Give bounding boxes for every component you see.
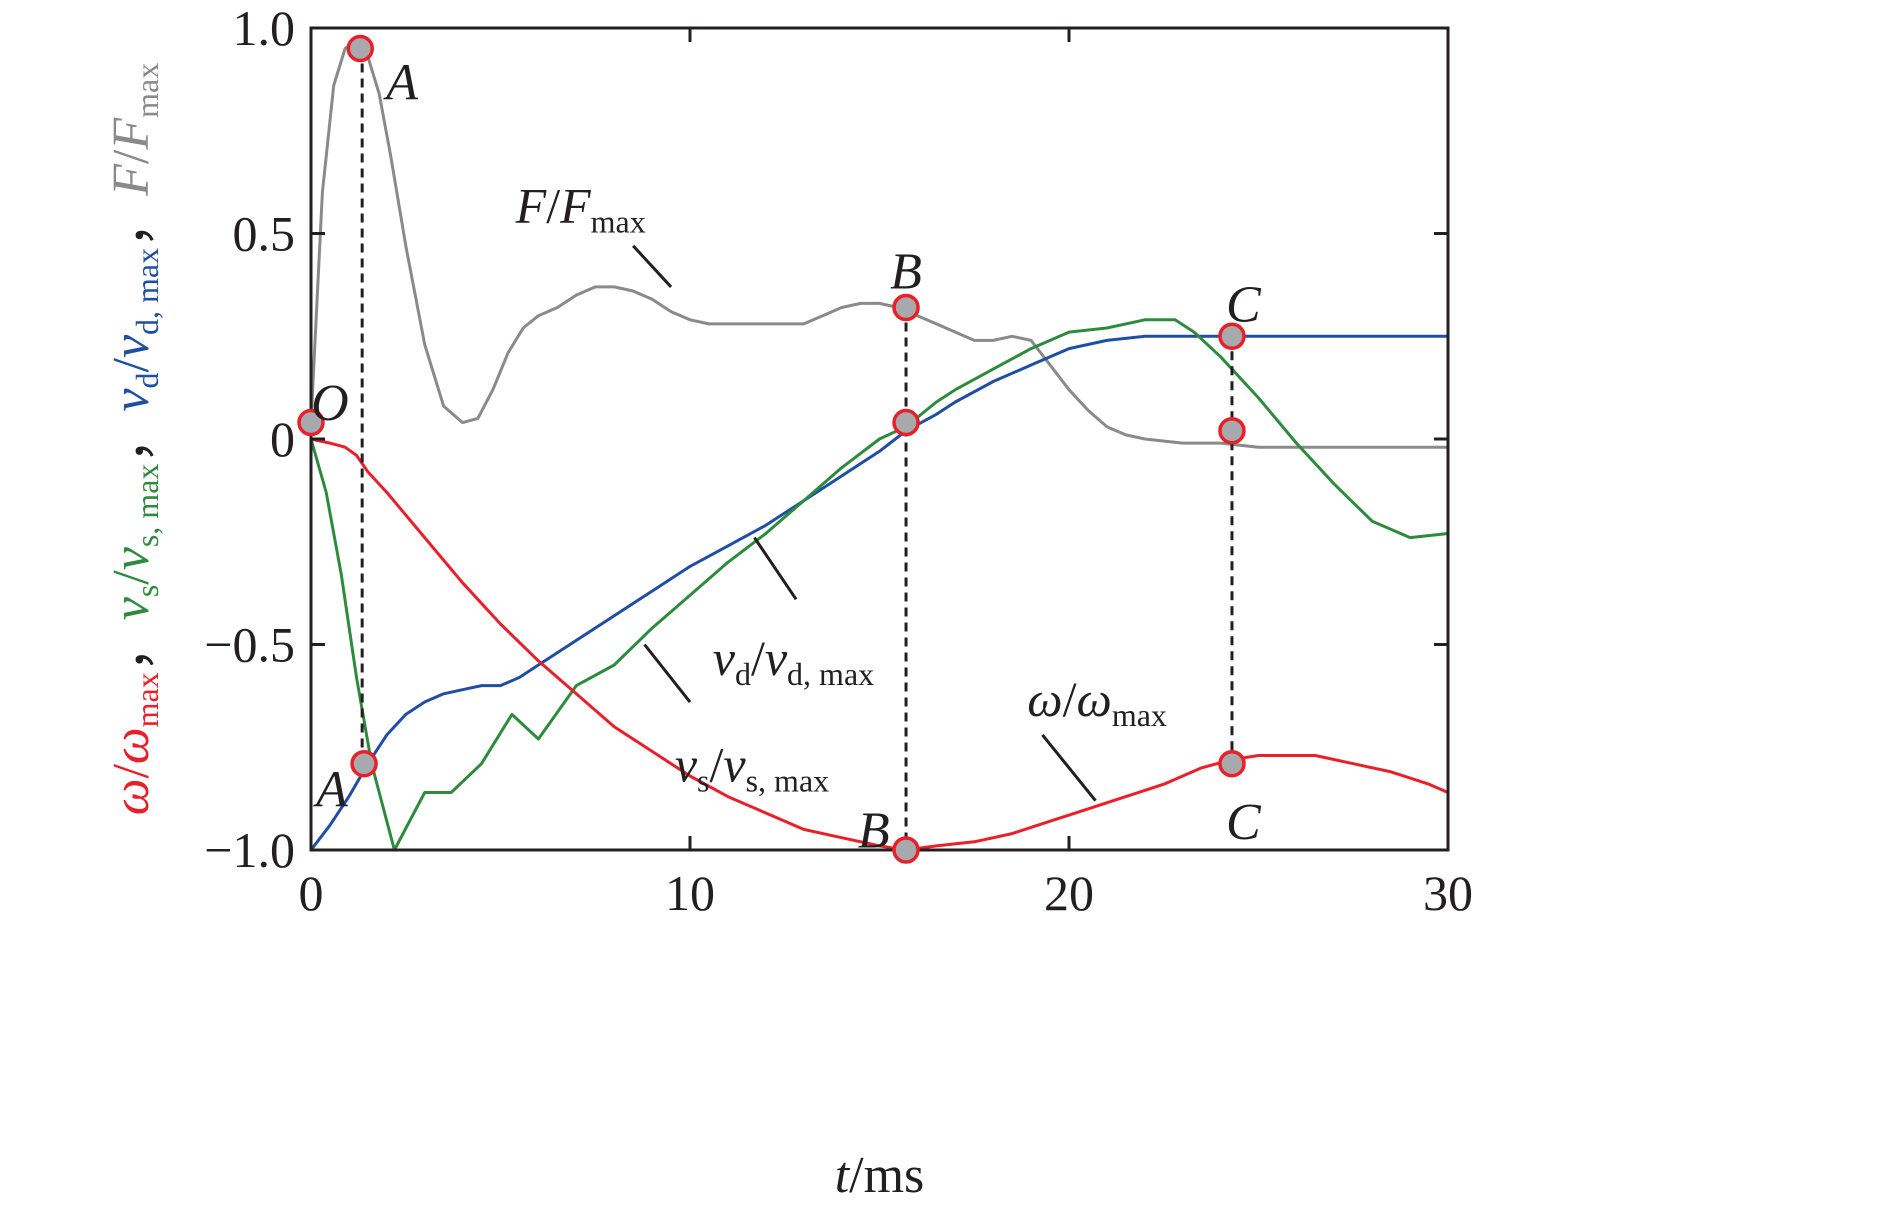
point-label: B: [890, 243, 922, 300]
leader-line-vs: [643, 643, 692, 703]
point-label: O: [311, 375, 349, 432]
curve-label-vs: vs/vs, max: [675, 737, 829, 799]
curve-label-vd: vd/vd, max: [713, 630, 874, 692]
x-axis-title: t/ms: [835, 1147, 925, 1204]
point-label: A: [383, 54, 418, 111]
curve-label-F: F/Fmax: [515, 178, 646, 240]
annotations: O A A B B C C: [311, 54, 1262, 859]
series-line-F: [309, 38, 1448, 449]
point-marker: [1218, 322, 1246, 350]
series-line-vd: [309, 334, 1448, 851]
y-tick-label: −1.0: [204, 822, 295, 878]
y-tick-label: 0: [270, 411, 295, 467]
point-marker: [297, 408, 325, 437]
series-lines: [309, 38, 1449, 852]
y-tick-label: −0.5: [204, 617, 295, 673]
leader-line-F: [632, 244, 673, 288]
point-marker: [892, 293, 920, 322]
x-tick-label: 10: [665, 865, 715, 921]
point-marker: [1218, 749, 1246, 778]
y-axis-title: ω/ωmax，vs/vs, max，vd/vd, max，F/Fmax: [103, 63, 165, 815]
x-tick-label: 30: [1423, 865, 1473, 921]
axis-titles: t/ms ω/ωmax，vs/vs, max，vd/vd, max，F/Fmax: [103, 63, 924, 1204]
y-tick-label: 0.5: [233, 206, 296, 262]
leader-lines: [632, 244, 1097, 802]
leader-line-omega: [1041, 733, 1097, 802]
curve-label-omega: ω/ωmax: [1027, 671, 1167, 733]
point-label: A: [313, 761, 348, 818]
x-tick-label: 20: [1044, 865, 1094, 921]
point-marker: [892, 836, 920, 864]
point-markers: [297, 34, 1246, 864]
curve-labels: F/Fmax vd/vd, max vs/vs, max ω/ωmax: [515, 178, 1167, 799]
point-marker: [346, 34, 375, 63]
point-marker: [350, 749, 378, 778]
point-label: C: [1226, 794, 1262, 851]
point-label: C: [1226, 276, 1262, 333]
point-label: B: [858, 802, 890, 859]
series-line-omega: [310, 437, 1449, 852]
y-tick-label: 1.0: [233, 0, 296, 56]
series-line-vs: [309, 318, 1449, 852]
point-marker: [892, 408, 920, 437]
x-tick-label: 0: [299, 865, 324, 921]
point-marker: [1218, 417, 1246, 445]
axis-ticks: 0 10 20 30 −1.0 −0.5 0 0.5 1.0: [204, 0, 1473, 921]
drop-lines: [360, 48, 1234, 850]
leader-line-vd: [753, 536, 798, 601]
